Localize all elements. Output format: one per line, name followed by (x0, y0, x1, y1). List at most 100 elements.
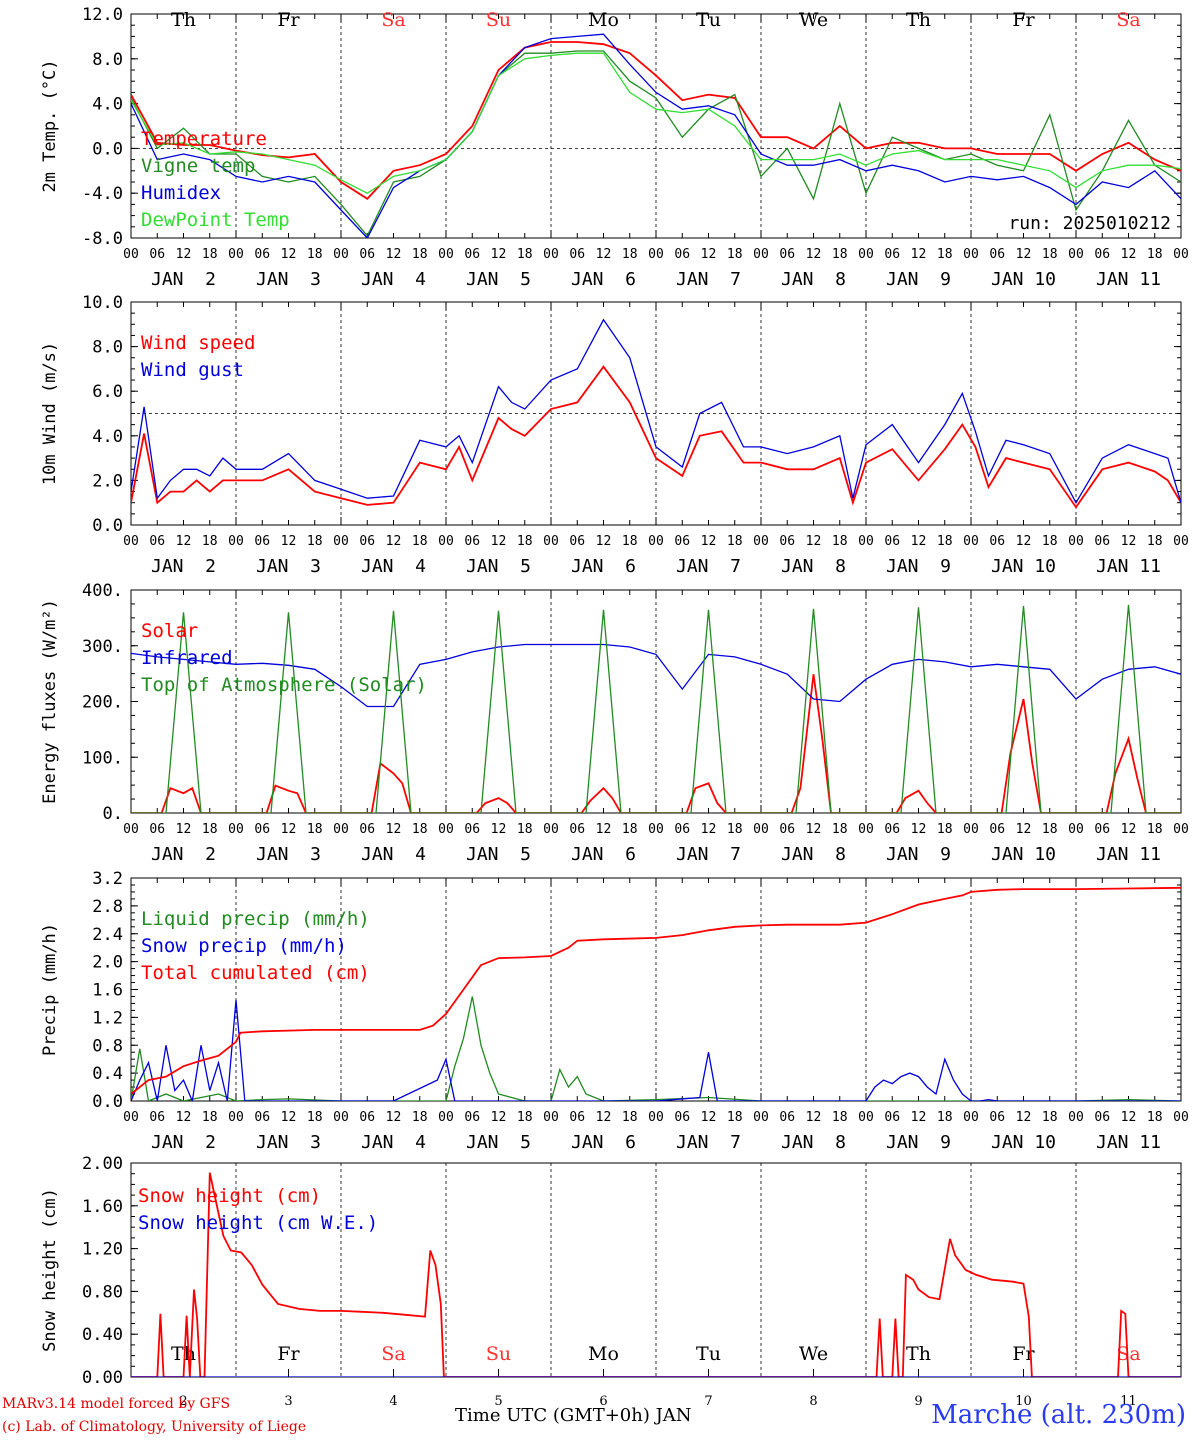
hour-label: 18 (412, 822, 428, 837)
hour-label: 12 (386, 1110, 402, 1125)
hour-label: 06 (674, 247, 690, 262)
legend-entry: Top of Atmosphere (Solar) (141, 674, 427, 696)
hour-label: 12 (1016, 1110, 1032, 1125)
hour-label: 00 (1173, 534, 1189, 549)
legend-entry: Snow height (cm) (138, 1185, 321, 1207)
date-label: JAN 3 (256, 269, 321, 290)
date-label: JAN 3 (256, 1132, 321, 1153)
day-number-label: 4 (389, 1394, 397, 1409)
hour-label: 18 (1042, 1110, 1058, 1125)
weekday-label: Fr (1012, 1343, 1035, 1365)
panel-3: 0. 100. 200. 300. 400. Energy fluxes (W/m²) 00… (40, 581, 1189, 865)
y-tick-label: -8.0 (82, 229, 123, 249)
legend-entry: Wind gust (141, 359, 244, 381)
hour-label: 18 (727, 822, 743, 837)
y-axis-label: Precip (mm/h) (40, 923, 60, 1056)
hour-label: 00 (228, 822, 244, 837)
hour-label: 00 (228, 247, 244, 262)
hour-label: 18 (517, 534, 533, 549)
hour-label: 00 (438, 534, 454, 549)
hour-label: 00 (963, 1110, 979, 1125)
legend-entry: Snow height (cm W.E.) (138, 1212, 378, 1234)
date-label: JAN 10 (991, 1132, 1056, 1153)
y-axis-label: 2m Temp. (°C) (40, 59, 60, 192)
hour-label: 00 (1173, 822, 1189, 837)
hour-label: 12 (806, 822, 822, 837)
hour-label: 06 (254, 1110, 270, 1125)
hour-label: 06 (779, 822, 795, 837)
hour-label: 06 (884, 822, 900, 837)
weekday-label: Tu (696, 1343, 721, 1365)
y-tick-label: 0.80 (82, 1282, 123, 1302)
date-label: JAN 8 (781, 844, 846, 865)
y-tick-label: 1.20 (82, 1240, 123, 1260)
hour-label: 00 (963, 247, 979, 262)
date-label: JAN 6 (571, 1132, 636, 1153)
day-number-label: 5 (494, 1394, 502, 1409)
hour-label: 00 (858, 1110, 874, 1125)
hour-label: 00 (333, 247, 349, 262)
hour-label: 18 (1042, 822, 1058, 837)
date-label: JAN 5 (466, 269, 531, 290)
legend-entry: Solar (141, 620, 198, 642)
day-number-label: 10 (1015, 1394, 1032, 1409)
hour-label: 12 (806, 1110, 822, 1125)
series-line (131, 604, 1181, 813)
series-line (131, 886, 1181, 1095)
hour-label: 12 (596, 1110, 612, 1125)
legend-entry: Vigne temp (141, 155, 255, 177)
hour-label: 12 (491, 247, 507, 262)
hour-label: 18 (727, 247, 743, 262)
hour-label: 18 (727, 534, 743, 549)
hour-label: 12 (281, 247, 297, 262)
hour-label: 18 (622, 247, 638, 262)
day-number-label: 9 (914, 1394, 922, 1409)
weekday-label: Mo (588, 1343, 619, 1365)
hour-label: 12 (281, 1110, 297, 1125)
hour-label: 06 (569, 247, 585, 262)
y-tick-label: 8.0 (92, 338, 123, 358)
hour-label: 06 (149, 534, 165, 549)
hour-label: 12 (176, 1110, 192, 1125)
y-tick-label: 4.0 (92, 95, 123, 115)
panel-4: 0.0 0.4 0.8 1.2 1.6 2.0 2.4 2.8 3.2 Precip (mm/h)… (40, 869, 1189, 1153)
hour-label: 00 (753, 534, 769, 549)
date-label: JAN 5 (466, 1132, 531, 1153)
hour-label: 12 (1016, 822, 1032, 837)
hour-label: 00 (753, 822, 769, 837)
date-label: JAN 10 (991, 556, 1056, 577)
hour-label: 12 (806, 534, 822, 549)
hour-label: 06 (149, 247, 165, 262)
hour-label: 00 (123, 534, 139, 549)
hour-label: 12 (911, 247, 927, 262)
date-label: JAN 9 (886, 844, 951, 865)
hour-label: 18 (622, 534, 638, 549)
hour-label: 06 (1094, 247, 1110, 262)
y-tick-label: 1.2 (92, 1008, 123, 1028)
y-tick-label: 8.0 (92, 50, 123, 70)
hour-label: 12 (386, 534, 402, 549)
hour-label: 12 (491, 822, 507, 837)
y-tick-label: 10.0 (82, 293, 123, 313)
hour-label: 00 (438, 1110, 454, 1125)
hour-label: 00 (438, 822, 454, 837)
y-tick-label: 0.40 (82, 1325, 123, 1345)
y-tick-label: 2.0 (92, 471, 123, 491)
hour-label: 06 (1094, 534, 1110, 549)
hour-label: 00 (228, 1110, 244, 1125)
y-tick-label: 100. (82, 748, 123, 768)
weekday-label: Fr (277, 9, 300, 31)
series-line (131, 33, 1181, 238)
hour-label: 00 (753, 247, 769, 262)
hour-label: 18 (517, 247, 533, 262)
weekday-label: Sa (1116, 1343, 1140, 1365)
hour-label: 06 (569, 822, 585, 837)
hour-label: 00 (543, 247, 559, 262)
hour-label: 12 (176, 534, 192, 549)
panel-5: 0.00 0.40 0.80 1.20 1.60 2.00 Snow height (cm)… (40, 1154, 1182, 1409)
hour-label: 00 (1173, 247, 1189, 262)
hour-label: 06 (254, 822, 270, 837)
hour-label: 18 (1147, 822, 1163, 837)
hour-label: 18 (307, 534, 323, 549)
weekday-label: Th (906, 1343, 931, 1365)
